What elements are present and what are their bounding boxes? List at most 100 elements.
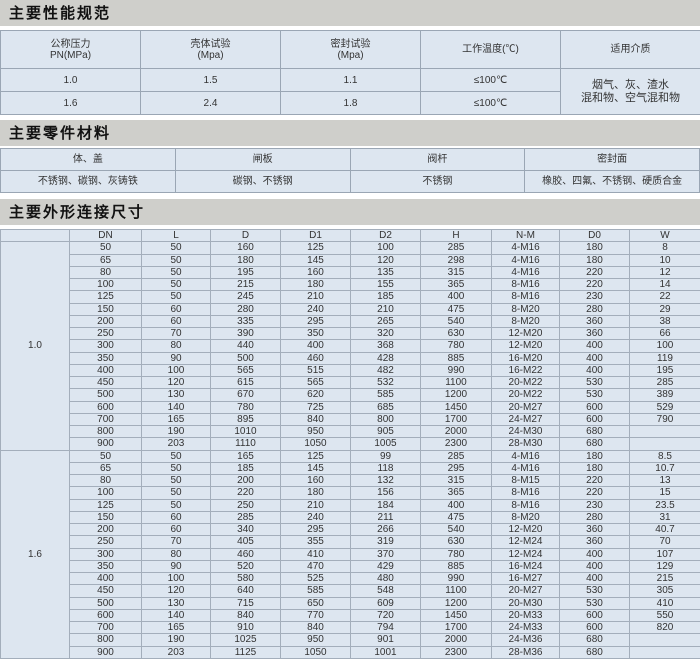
table-cell: 12-M24 bbox=[492, 536, 560, 548]
table-cell: 橡胶、四氟、不锈钢、硬质合金 bbox=[525, 171, 700, 193]
table-cell: 895 bbox=[211, 413, 281, 425]
table-cell: 530 bbox=[560, 597, 630, 609]
table-cell: 155 bbox=[351, 279, 421, 291]
column-header: L bbox=[142, 230, 211, 242]
table-cell: 265 bbox=[351, 315, 421, 327]
table-cell: 28-M36 bbox=[492, 646, 560, 658]
table-cell: 400 bbox=[421, 499, 492, 511]
table-cell: 609 bbox=[351, 597, 421, 609]
header-line: 密封试验 bbox=[281, 39, 420, 50]
table-cell: 840 bbox=[211, 609, 281, 621]
table-cell: 20-M30 bbox=[492, 597, 560, 609]
table-cell: 500 bbox=[70, 597, 142, 609]
section-title-materials: 主要零件材料 bbox=[0, 120, 700, 146]
table-cell: 905 bbox=[351, 426, 421, 438]
table-cell: 368 bbox=[351, 340, 421, 352]
table-cell: 820 bbox=[630, 622, 700, 634]
table-cell: 210 bbox=[281, 291, 351, 303]
table-cell: 350 bbox=[70, 560, 142, 572]
table-cell: 14 bbox=[630, 279, 700, 291]
table-cell: 615 bbox=[211, 377, 281, 389]
header-line: (Mpa) bbox=[281, 50, 420, 61]
table-cell: 8-M20 bbox=[492, 511, 560, 523]
table-cell: 60 bbox=[142, 315, 211, 327]
table-cell: 2300 bbox=[421, 438, 492, 450]
table-cell: ≤100℃ bbox=[421, 69, 561, 92]
table-cell: 4-M16 bbox=[492, 450, 560, 462]
table-cell: 1450 bbox=[421, 401, 492, 413]
table-cell: 285 bbox=[211, 511, 281, 523]
table-cell: 8-M16 bbox=[492, 487, 560, 499]
table-cell bbox=[630, 634, 700, 646]
table-cell: 1700 bbox=[421, 413, 492, 425]
table-cell: 770 bbox=[281, 609, 351, 621]
table-cell: 125 bbox=[70, 499, 142, 511]
table-cell: 4-M16 bbox=[492, 242, 560, 254]
table-cell: 50 bbox=[142, 462, 211, 474]
table-cell: 8-M16 bbox=[492, 499, 560, 511]
table-cell: 120 bbox=[142, 377, 211, 389]
table-cell: 901 bbox=[351, 634, 421, 646]
table-cell: 140 bbox=[142, 609, 211, 621]
table-cell: 1.6 bbox=[1, 92, 141, 115]
table-cell: 300 bbox=[70, 548, 142, 560]
table-cell: 190 bbox=[142, 634, 211, 646]
table-cell: 24-M27 bbox=[492, 413, 560, 425]
table-cell: 725 bbox=[281, 401, 351, 413]
table-cell: 298 bbox=[421, 254, 492, 266]
table-cell: 885 bbox=[421, 352, 492, 364]
table-cell: 60 bbox=[142, 303, 211, 315]
table-cell: 315 bbox=[421, 475, 492, 487]
table-cell: 350 bbox=[70, 352, 142, 364]
table-cell: 350 bbox=[281, 328, 351, 340]
table-cell: 1110 bbox=[211, 438, 281, 450]
table-cell: 680 bbox=[560, 634, 630, 646]
table-cell: 50 bbox=[142, 254, 211, 266]
table-cell: 20-M27 bbox=[492, 585, 560, 597]
table-cell: 400 bbox=[421, 291, 492, 303]
table-cell: 460 bbox=[281, 352, 351, 364]
table-cell: 135 bbox=[351, 266, 421, 278]
table-cell: 250 bbox=[70, 328, 142, 340]
medium-line: 烟气、灰、渣水 bbox=[561, 79, 700, 92]
table-cell: 20-M22 bbox=[492, 389, 560, 401]
table-cell: 295 bbox=[281, 524, 351, 536]
table-cell: 220 bbox=[560, 487, 630, 499]
table-cell: 195 bbox=[630, 364, 700, 376]
table-cell: 50 bbox=[142, 450, 211, 462]
table-cell: 529 bbox=[630, 401, 700, 413]
table-cell: 20-M33 bbox=[492, 609, 560, 621]
table-cell: 480 bbox=[351, 573, 421, 585]
table-cell: 670 bbox=[211, 389, 281, 401]
table-cell: 220 bbox=[560, 279, 630, 291]
table-cell: 165 bbox=[142, 413, 211, 425]
table-cell: 8.5 bbox=[630, 450, 700, 462]
table-cell: 66 bbox=[630, 328, 700, 340]
table-cell: 794 bbox=[351, 622, 421, 634]
table-cell bbox=[630, 646, 700, 658]
table-cell: 410 bbox=[630, 597, 700, 609]
table-cell: 180 bbox=[560, 450, 630, 462]
table-cell: 65 bbox=[70, 254, 142, 266]
table-cell: 410 bbox=[281, 548, 351, 560]
header-cell: 密封面 bbox=[525, 149, 700, 171]
table-cell: 80 bbox=[142, 548, 211, 560]
header-cell: 工作温度(℃) bbox=[421, 31, 561, 69]
table-cell: 80 bbox=[70, 475, 142, 487]
table-cell: 885 bbox=[421, 560, 492, 572]
table-cell: 8-M16 bbox=[492, 291, 560, 303]
table-cell: 400 bbox=[560, 340, 630, 352]
table-cell: 150 bbox=[70, 303, 142, 315]
